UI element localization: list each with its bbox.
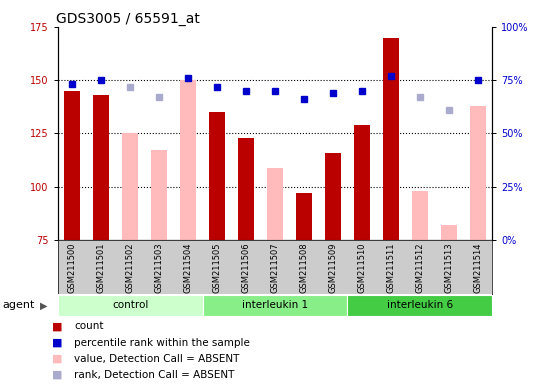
Text: GSM211503: GSM211503 bbox=[155, 243, 164, 293]
Text: GSM211510: GSM211510 bbox=[358, 243, 366, 293]
Text: percentile rank within the sample: percentile rank within the sample bbox=[74, 338, 250, 348]
Bar bbox=[151, 151, 167, 240]
Text: value, Detection Call = ABSENT: value, Detection Call = ABSENT bbox=[74, 354, 240, 364]
Text: GSM211509: GSM211509 bbox=[328, 243, 338, 293]
Bar bbox=[296, 193, 312, 240]
Text: ▶: ▶ bbox=[40, 300, 48, 310]
Bar bbox=[209, 112, 225, 240]
Text: GSM211507: GSM211507 bbox=[271, 243, 279, 293]
Bar bbox=[412, 191, 428, 240]
Text: ■: ■ bbox=[52, 338, 63, 348]
Text: count: count bbox=[74, 321, 104, 331]
Text: GSM211513: GSM211513 bbox=[444, 243, 453, 293]
Bar bbox=[180, 80, 196, 240]
Bar bbox=[470, 106, 486, 240]
Bar bbox=[383, 38, 399, 240]
Text: GSM211506: GSM211506 bbox=[241, 243, 251, 293]
Text: rank, Detection Call = ABSENT: rank, Detection Call = ABSENT bbox=[74, 370, 235, 380]
Text: ■: ■ bbox=[52, 370, 63, 380]
Text: GSM211505: GSM211505 bbox=[212, 243, 222, 293]
Text: interleukin 6: interleukin 6 bbox=[387, 300, 453, 310]
Bar bbox=[58, 295, 202, 316]
Bar bbox=[202, 295, 348, 316]
Text: GSM211511: GSM211511 bbox=[386, 243, 395, 293]
Bar bbox=[64, 91, 80, 240]
Text: GSM211502: GSM211502 bbox=[125, 243, 135, 293]
Text: GSM211500: GSM211500 bbox=[68, 243, 77, 293]
Text: GSM211512: GSM211512 bbox=[415, 243, 425, 293]
Bar bbox=[354, 125, 370, 240]
Bar bbox=[122, 134, 138, 240]
Bar bbox=[94, 95, 109, 240]
Text: GSM211508: GSM211508 bbox=[299, 243, 309, 293]
Text: ■: ■ bbox=[52, 354, 63, 364]
Bar bbox=[325, 152, 341, 240]
Text: GDS3005 / 65591_at: GDS3005 / 65591_at bbox=[56, 12, 200, 26]
Bar bbox=[441, 225, 456, 240]
Text: interleukin 1: interleukin 1 bbox=[242, 300, 308, 310]
Text: agent: agent bbox=[3, 300, 35, 310]
Text: GSM211514: GSM211514 bbox=[473, 243, 482, 293]
Bar bbox=[238, 138, 254, 240]
Text: GSM211504: GSM211504 bbox=[184, 243, 192, 293]
Bar bbox=[348, 295, 492, 316]
Text: ■: ■ bbox=[52, 321, 63, 331]
Text: GSM211501: GSM211501 bbox=[97, 243, 106, 293]
Bar bbox=[267, 167, 283, 240]
Text: control: control bbox=[112, 300, 148, 310]
